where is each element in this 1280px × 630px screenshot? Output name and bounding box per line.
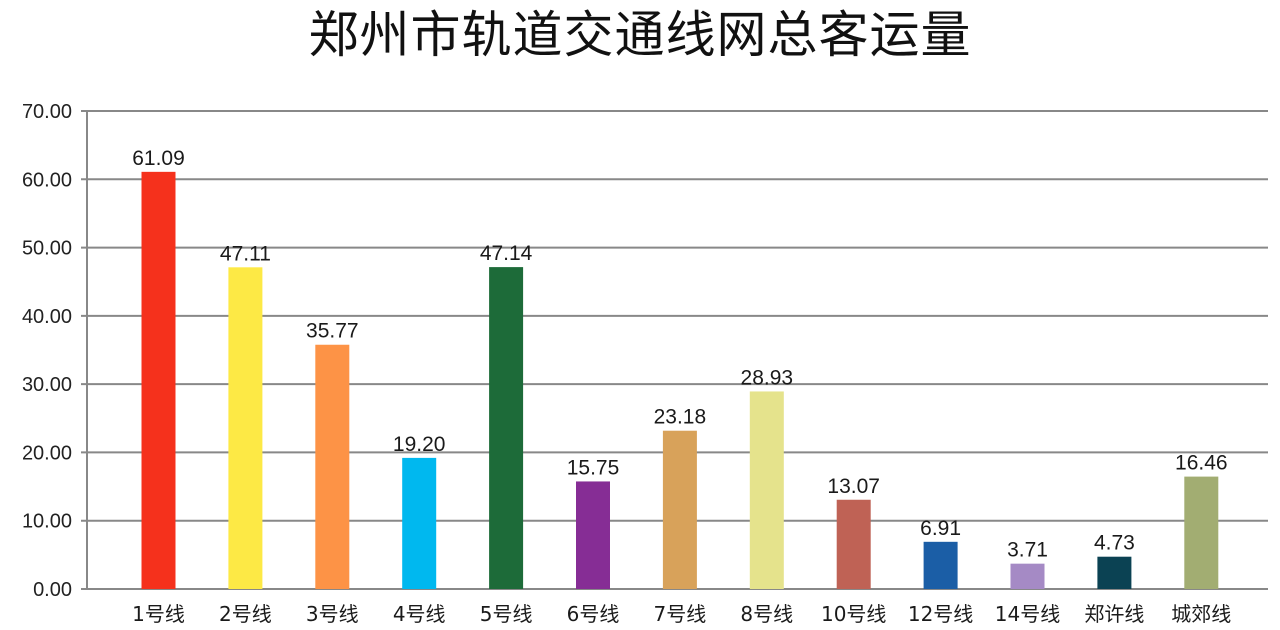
- bar: [923, 541, 958, 589]
- value-label: 3.71: [1007, 539, 1048, 562]
- value-label: 16.46: [1175, 452, 1228, 475]
- category-label: 城郊线: [1171, 602, 1231, 626]
- value-label: 28.93: [741, 366, 794, 389]
- y-tick-label: 60.00: [22, 169, 72, 191]
- category-label: 14号线: [995, 602, 1060, 626]
- bar: [1184, 476, 1219, 589]
- bar: [662, 430, 697, 589]
- value-label: 47.11: [220, 242, 271, 265]
- category-label: 6号线: [567, 602, 620, 626]
- value-label: 23.18: [654, 406, 707, 429]
- bar: [141, 171, 176, 589]
- y-tick-label: 50.00: [22, 238, 72, 260]
- value-label: 19.20: [393, 433, 446, 456]
- bar: [749, 391, 784, 589]
- category-label: 郑许线: [1084, 602, 1144, 626]
- y-tick-label: 30.00: [22, 374, 72, 396]
- bar: [836, 499, 871, 589]
- bar: [1097, 556, 1132, 589]
- category-label: 12号线: [908, 602, 973, 626]
- y-tick-label: 70.00: [22, 101, 72, 123]
- value-label: 61.09: [132, 147, 185, 170]
- value-label: 13.07: [827, 475, 880, 498]
- y-axis-ticks: 0.00 10.00 20.00 30.00 40.00 50.00 60.00 70.00: [22, 101, 72, 601]
- value-label: 4.73: [1094, 532, 1135, 555]
- value-label: 35.77: [306, 320, 359, 343]
- y-tick-label: 40.00: [22, 306, 72, 328]
- category-label: 7号线: [654, 602, 707, 626]
- value-label: 6.91: [920, 517, 961, 540]
- bar: [315, 344, 350, 589]
- category-label: 10号线: [821, 602, 886, 626]
- category-label: 3号线: [306, 602, 359, 626]
- value-label: 47.14: [480, 242, 533, 265]
- category-label: 4号线: [393, 602, 446, 626]
- y-tick-label: 10.00: [22, 511, 72, 533]
- bar: [402, 457, 437, 589]
- bar: [576, 481, 610, 589]
- value-labels: 61.09 47.11 35.77 19.20 47.14 15.75 23.18 28.93…: [132, 147, 1227, 562]
- y-tick-label: 20.00: [22, 442, 72, 464]
- value-label: 15.75: [567, 456, 620, 479]
- bar: [1010, 563, 1045, 589]
- category-label: 5号线: [480, 602, 533, 626]
- chart-title: 郑州市轨道交通线网总客运量: [308, 6, 972, 64]
- bars: [141, 171, 1219, 589]
- bar: [489, 267, 524, 589]
- y-tick-label: 0.00: [33, 579, 72, 601]
- category-label: 1号线: [132, 602, 185, 626]
- bar: [228, 267, 263, 589]
- x-axis-categories: 1号线 2号线 3号线 4号线 5号线 6号线 7号线 8号线 10号线 12号线 14号线 郑许线 城…: [132, 602, 1231, 626]
- category-label: 2号线: [219, 602, 272, 626]
- category-label: 8号线: [740, 602, 793, 626]
